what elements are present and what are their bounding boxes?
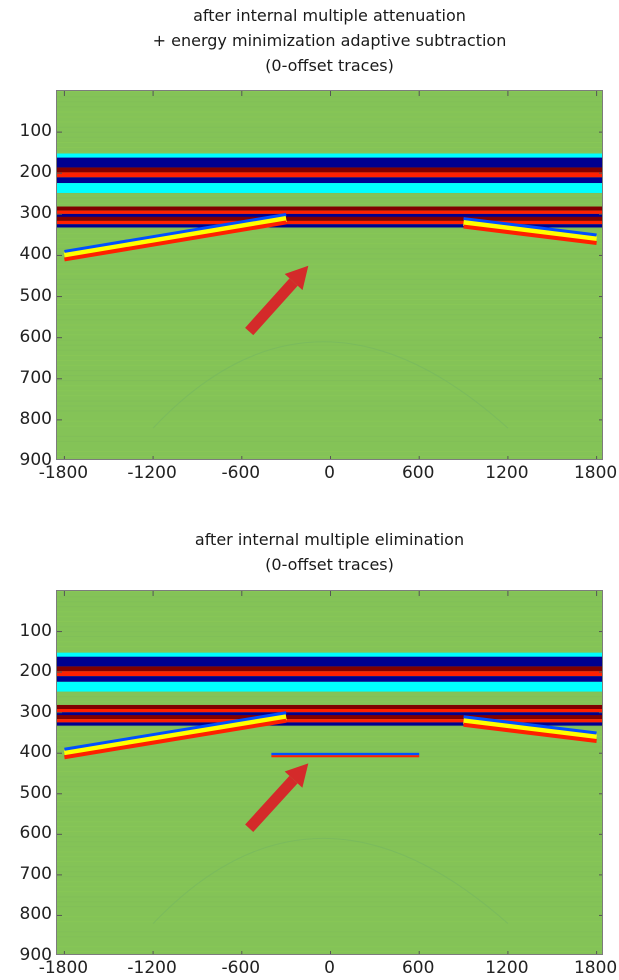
y-tick-label: 800 bbox=[19, 408, 52, 429]
reflector-band bbox=[57, 666, 602, 672]
reflector-band bbox=[57, 715, 602, 720]
y-tick-label: 300 bbox=[19, 203, 52, 224]
y-tick-label: 100 bbox=[19, 121, 52, 142]
y-tick-label: 700 bbox=[19, 863, 52, 884]
y-tick-label: 700 bbox=[19, 367, 52, 388]
reflector-band bbox=[57, 216, 602, 221]
dipping-event bbox=[463, 219, 598, 243]
y-tick-label: 900 bbox=[19, 450, 52, 470]
reflector-band bbox=[57, 206, 602, 211]
y-tick-label: 600 bbox=[19, 326, 52, 347]
dipping-event bbox=[463, 722, 597, 743]
x-tick-label: -600 bbox=[221, 958, 261, 978]
seismic-section-plot bbox=[56, 90, 603, 460]
dipping-event bbox=[63, 713, 287, 757]
reflector-band bbox=[57, 210, 602, 214]
y-tick-label: 300 bbox=[19, 701, 52, 722]
annotation-arrow-head bbox=[284, 265, 309, 291]
chart-title-line-3: (0-offset traces) bbox=[265, 56, 394, 75]
reflector-band bbox=[57, 213, 602, 218]
y-tick-label: 200 bbox=[19, 162, 52, 183]
x-tick-label: 1800 bbox=[573, 463, 618, 483]
reflector-band bbox=[57, 153, 602, 160]
x-tick-label: 1200 bbox=[485, 958, 529, 978]
reflector-band bbox=[57, 157, 602, 168]
annotation-arrow-head bbox=[284, 763, 309, 788]
y-tick-label: 800 bbox=[19, 904, 52, 925]
dipping-event bbox=[463, 224, 597, 245]
dipping-event bbox=[63, 214, 287, 259]
reflector-band bbox=[57, 676, 602, 682]
y-tick-label: 600 bbox=[19, 823, 52, 844]
chart-title-line-2: + energy minimization adaptive subtracti… bbox=[152, 31, 507, 50]
reflector-band bbox=[57, 719, 602, 723]
preserved-primary bbox=[271, 755, 420, 758]
y-tick-label: 500 bbox=[19, 782, 52, 803]
reflector-band bbox=[57, 709, 602, 713]
x-tick-label: 600 bbox=[401, 958, 435, 978]
reflector-band bbox=[57, 712, 602, 716]
reflector-band bbox=[57, 722, 602, 726]
y-tick-label: 500 bbox=[19, 285, 52, 306]
x-tick-label: -1800 bbox=[38, 463, 89, 483]
y-tick-label: 900 bbox=[19, 945, 52, 965]
chart-panel-top: after internal multiple attenuation + en… bbox=[19, 6, 618, 483]
y-tick-label: 400 bbox=[19, 742, 52, 763]
chart-title-line-2: (0-offset traces) bbox=[265, 555, 394, 574]
annotation-arrow-shaft bbox=[245, 278, 298, 336]
x-tick-label: 0 bbox=[324, 463, 335, 483]
reflector-band bbox=[57, 177, 602, 184]
dipping-event bbox=[463, 715, 597, 735]
reflector-band bbox=[57, 671, 602, 677]
annotation-arrow-shaft bbox=[245, 775, 298, 832]
y-tick-label: 100 bbox=[19, 620, 52, 641]
y-tick-label: 400 bbox=[19, 244, 52, 265]
dipping-event bbox=[64, 711, 287, 751]
reflector-band bbox=[57, 652, 602, 659]
dipping-event bbox=[64, 212, 287, 253]
x-tick-label: -1200 bbox=[127, 463, 177, 483]
x-tick-label: 1800 bbox=[573, 958, 618, 978]
dipping-event bbox=[463, 217, 597, 237]
x-tick-label: -600 bbox=[221, 463, 261, 483]
reflector-band bbox=[57, 183, 602, 193]
chart-title-line-1: after internal multiple attenuation bbox=[193, 6, 466, 25]
dipping-event bbox=[64, 718, 287, 760]
dipping-event bbox=[64, 220, 287, 262]
reflector-band bbox=[57, 681, 602, 692]
reflector-band bbox=[57, 656, 602, 667]
reflector-band bbox=[57, 704, 602, 710]
reflector-band bbox=[57, 224, 602, 228]
x-tick-label: 1200 bbox=[485, 463, 529, 483]
reflector-band bbox=[57, 167, 602, 173]
x-tick-label: -1800 bbox=[38, 958, 89, 978]
x-tick-label: 600 bbox=[401, 463, 435, 483]
y-tick-label: 200 bbox=[19, 661, 52, 682]
x-tick-label: 0 bbox=[324, 958, 335, 978]
reflector-band bbox=[57, 172, 602, 178]
chart-title-line-1: after internal multiple elimination bbox=[194, 530, 465, 549]
seismic-section-plot bbox=[56, 590, 603, 955]
dipping-event bbox=[463, 717, 598, 741]
x-tick-label: -1200 bbox=[127, 958, 177, 978]
chart-panel-bottom: after internal multiple elimination (0-o… bbox=[0, 490, 619, 980]
reflector-band bbox=[57, 220, 602, 225]
preserved-primary bbox=[271, 752, 420, 756]
